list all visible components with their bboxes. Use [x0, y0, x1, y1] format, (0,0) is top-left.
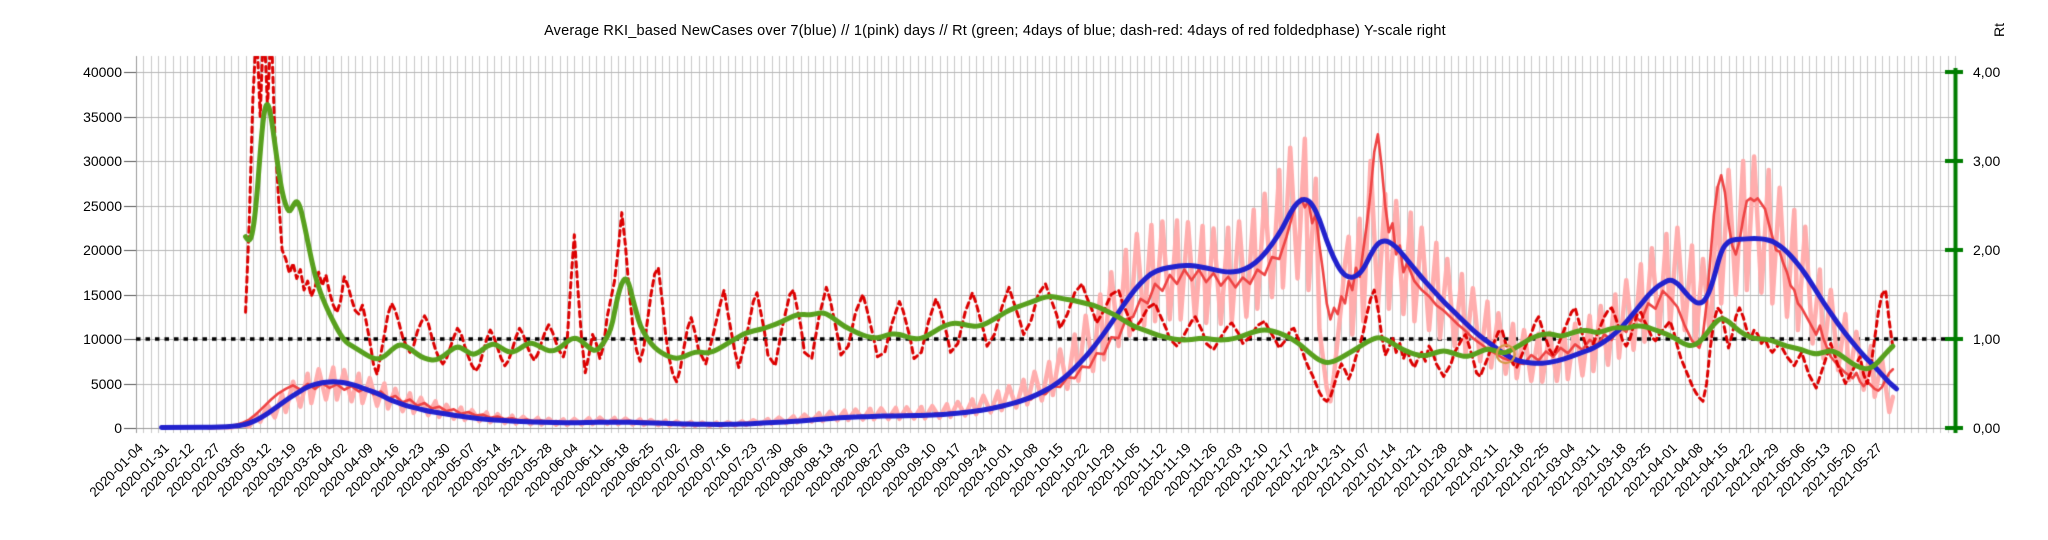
y-right-tick-label: 3,00 — [1973, 153, 2001, 169]
y-left-tick-label: 5000 — [90, 375, 122, 392]
y-left-tick-label: 20000 — [83, 242, 122, 258]
y-left-tick-label: 15000 — [83, 286, 122, 303]
y-left-tick-label: 40000 — [83, 64, 122, 80]
right-axis-title: Rt — [1991, 23, 2007, 37]
y-left-tick-label: 0 — [114, 420, 122, 436]
chart-title: Average RKI_based NewCases over 7(blue) … — [544, 23, 1446, 39]
y-left-tick-label: 35000 — [83, 108, 122, 125]
y-right-tick-label: 1,00 — [1973, 331, 2001, 347]
y-left-tick-label: 10000 — [83, 331, 122, 347]
y-left-tick-label: 25000 — [83, 197, 122, 214]
y-right-tick-label: 0,00 — [1973, 420, 2001, 436]
y-right-tick-label: 4,00 — [1973, 64, 2001, 80]
y-left-tick-label: 30000 — [83, 153, 122, 169]
y-right-tick-label: 2,00 — [1973, 242, 2001, 258]
